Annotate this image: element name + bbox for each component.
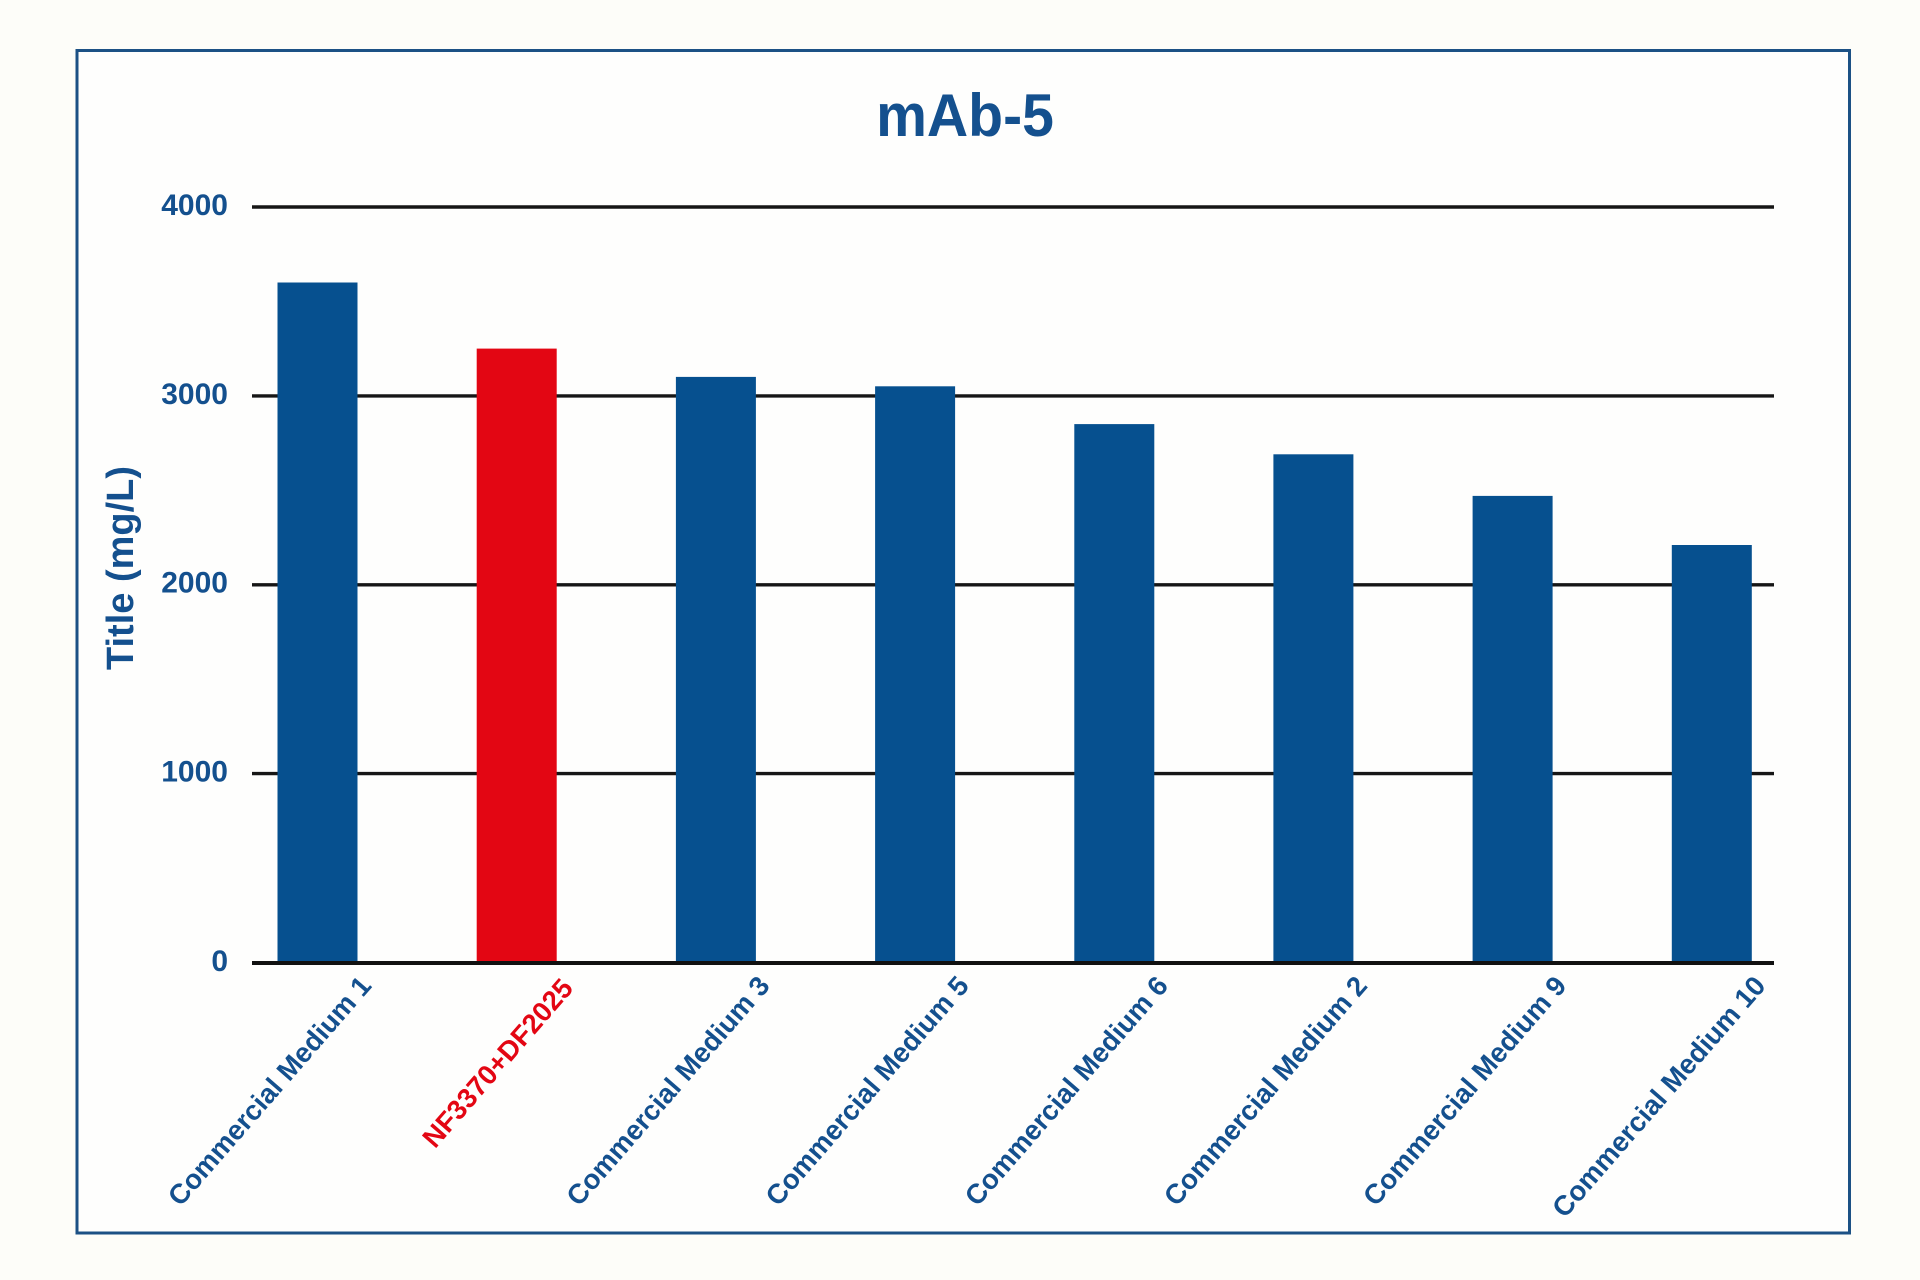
svg-text:1000: 1000 [161,756,228,789]
svg-text:mAb-5: mAb-5 [876,83,1054,150]
svg-text:4000: 4000 [161,189,228,222]
svg-text:2000: 2000 [161,567,228,600]
svg-text:0: 0 [211,945,228,978]
svg-text:Title (mg/L): Title (mg/L) [100,466,142,670]
svg-text:3000: 3000 [161,378,228,411]
